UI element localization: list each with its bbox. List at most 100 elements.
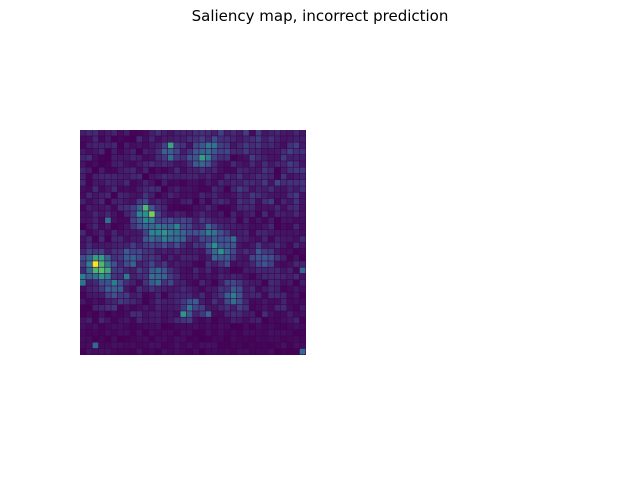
heatmap-cell bbox=[236, 148, 243, 155]
heatmap-cell bbox=[155, 267, 162, 274]
heatmap-cell bbox=[268, 311, 275, 317]
heatmap-cell bbox=[98, 298, 105, 305]
heatmap-cell bbox=[236, 223, 243, 230]
heatmap-cell bbox=[98, 292, 105, 299]
heatmap-cell bbox=[186, 311, 193, 317]
heatmap-cell bbox=[105, 217, 111, 224]
heatmap-cell bbox=[117, 173, 124, 180]
heatmap-cell bbox=[149, 311, 155, 317]
heatmap-cell bbox=[136, 198, 143, 205]
heatmap-cell bbox=[174, 236, 180, 242]
heatmap-cell bbox=[117, 180, 124, 186]
heatmap-cell bbox=[136, 273, 143, 280]
heatmap-cell bbox=[249, 305, 256, 311]
heatmap-cell bbox=[180, 298, 187, 305]
heatmap-cell bbox=[105, 298, 111, 305]
heatmap-cell bbox=[149, 236, 155, 242]
heatmap-cell bbox=[186, 236, 193, 242]
heatmap-cell bbox=[287, 186, 293, 192]
heatmap-cell bbox=[149, 142, 155, 149]
heatmap-cell bbox=[268, 136, 275, 142]
heatmap-cell bbox=[211, 267, 218, 274]
heatmap-cell bbox=[262, 273, 268, 280]
heatmap-cell bbox=[274, 186, 281, 192]
heatmap-cell bbox=[105, 155, 111, 161]
heatmap-cell bbox=[161, 280, 168, 286]
heatmap-cell bbox=[299, 173, 306, 180]
heatmap-cell bbox=[236, 323, 243, 330]
heatmap-cell bbox=[293, 236, 300, 242]
heatmap-cell bbox=[105, 305, 111, 311]
heatmap-cell bbox=[299, 130, 306, 136]
heatmap-cell bbox=[262, 155, 268, 161]
heatmap-cell bbox=[211, 298, 218, 305]
heatmap-cell bbox=[186, 298, 193, 305]
heatmap-cell bbox=[299, 255, 306, 261]
heatmap-cell bbox=[205, 342, 212, 349]
heatmap-cell bbox=[130, 292, 136, 299]
heatmap-cell bbox=[199, 311, 205, 317]
heatmap-cell bbox=[92, 236, 99, 242]
heatmap-cell bbox=[174, 192, 180, 199]
heatmap-cell bbox=[167, 136, 174, 142]
heatmap-cell bbox=[142, 317, 149, 324]
heatmap-cell bbox=[255, 173, 262, 180]
heatmap-cell bbox=[167, 261, 174, 267]
heatmap-cell bbox=[255, 148, 262, 155]
heatmap-cell bbox=[255, 186, 262, 192]
heatmap-cell bbox=[117, 323, 124, 330]
heatmap-cell bbox=[161, 192, 168, 199]
heatmap-cell bbox=[236, 292, 243, 299]
heatmap-cell bbox=[218, 280, 224, 286]
heatmap-cell bbox=[230, 298, 237, 305]
heatmap-cell bbox=[268, 248, 275, 255]
heatmap-cell bbox=[268, 348, 275, 355]
heatmap-cell bbox=[155, 205, 162, 211]
heatmap-cell bbox=[111, 223, 118, 230]
heatmap-cell bbox=[180, 348, 187, 355]
heatmap-cell bbox=[211, 317, 218, 324]
heatmap-cell bbox=[98, 136, 105, 142]
heatmap-cell bbox=[224, 155, 231, 161]
heatmap-cell bbox=[249, 136, 256, 142]
heatmap-cell bbox=[280, 198, 287, 205]
heatmap-cell bbox=[249, 342, 256, 349]
heatmap-cell bbox=[249, 280, 256, 286]
heatmap-cell bbox=[86, 311, 92, 317]
heatmap-cell bbox=[98, 148, 105, 155]
heatmap-cell bbox=[205, 155, 212, 161]
heatmap-cell bbox=[136, 336, 143, 342]
heatmap-cell bbox=[243, 236, 249, 242]
heatmap-cell bbox=[218, 267, 224, 274]
heatmap-cell bbox=[155, 167, 162, 174]
heatmap-cell bbox=[167, 267, 174, 274]
heatmap-cell bbox=[111, 305, 118, 311]
heatmap-cell bbox=[98, 242, 105, 249]
heatmap-cell bbox=[180, 192, 187, 199]
heatmap-cell bbox=[243, 130, 249, 136]
heatmap-cell bbox=[167, 348, 174, 355]
heatmap-cell bbox=[280, 348, 287, 355]
heatmap-cell bbox=[167, 130, 174, 136]
heatmap-cell bbox=[111, 130, 118, 136]
heatmap-cell bbox=[149, 242, 155, 249]
heatmap-cell bbox=[205, 280, 212, 286]
heatmap-cell bbox=[117, 273, 124, 280]
heatmap-cell bbox=[236, 267, 243, 274]
heatmap-cell bbox=[299, 155, 306, 161]
heatmap-cell bbox=[92, 230, 99, 236]
heatmap-cell bbox=[199, 267, 205, 274]
heatmap-cell bbox=[268, 336, 275, 342]
heatmap-cell bbox=[193, 298, 199, 305]
heatmap-cell bbox=[255, 205, 262, 211]
heatmap-cell bbox=[280, 273, 287, 280]
heatmap-cell bbox=[186, 323, 193, 330]
heatmap-cell bbox=[130, 205, 136, 211]
heatmap-cell bbox=[105, 148, 111, 155]
heatmap-cell bbox=[80, 255, 86, 261]
heatmap-cell bbox=[249, 167, 256, 174]
heatmap-cell bbox=[243, 142, 249, 149]
heatmap-cell bbox=[199, 248, 205, 255]
heatmap-cell bbox=[205, 167, 212, 174]
heatmap-cell bbox=[105, 211, 111, 217]
